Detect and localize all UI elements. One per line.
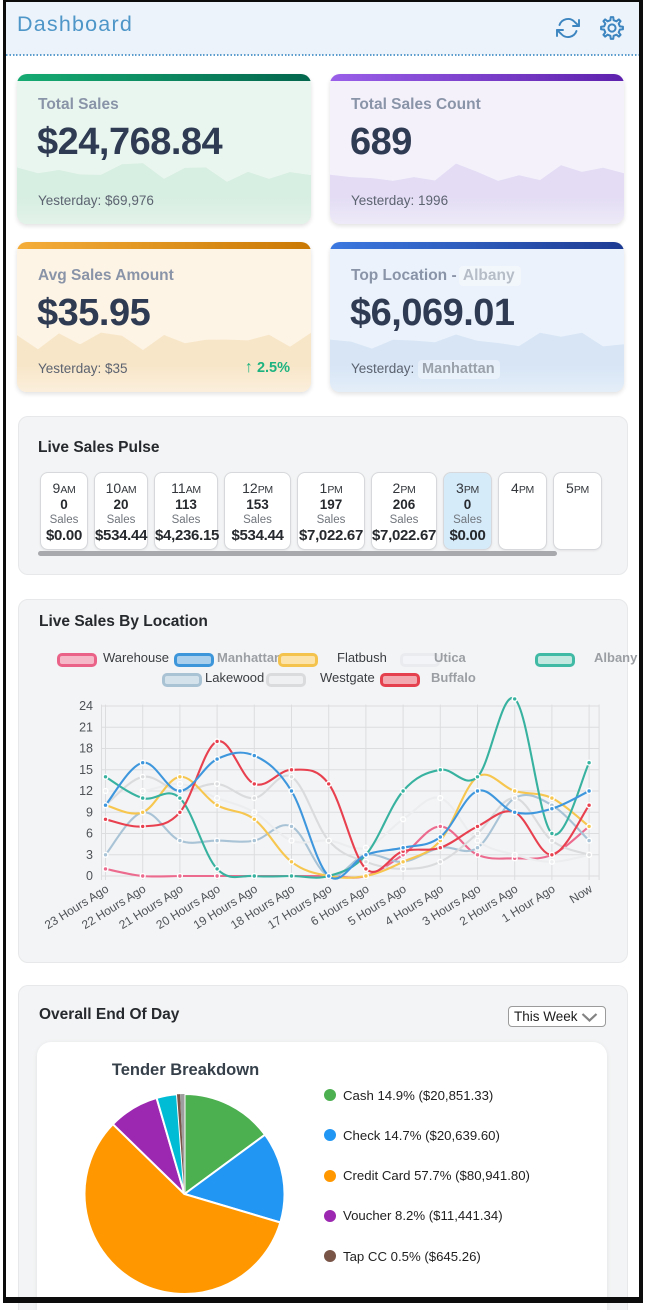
- svg-text:24: 24: [79, 699, 93, 713]
- svg-text:Now: Now: [567, 881, 595, 906]
- svg-text:9: 9: [86, 805, 93, 819]
- svg-text:15: 15: [79, 763, 93, 777]
- svg-text:6: 6: [86, 827, 93, 841]
- svg-text:3: 3: [86, 848, 93, 862]
- svg-text:0: 0: [86, 869, 93, 883]
- svg-text:21: 21: [79, 720, 93, 734]
- svg-text:18: 18: [79, 742, 93, 756]
- svg-text:12: 12: [79, 784, 93, 798]
